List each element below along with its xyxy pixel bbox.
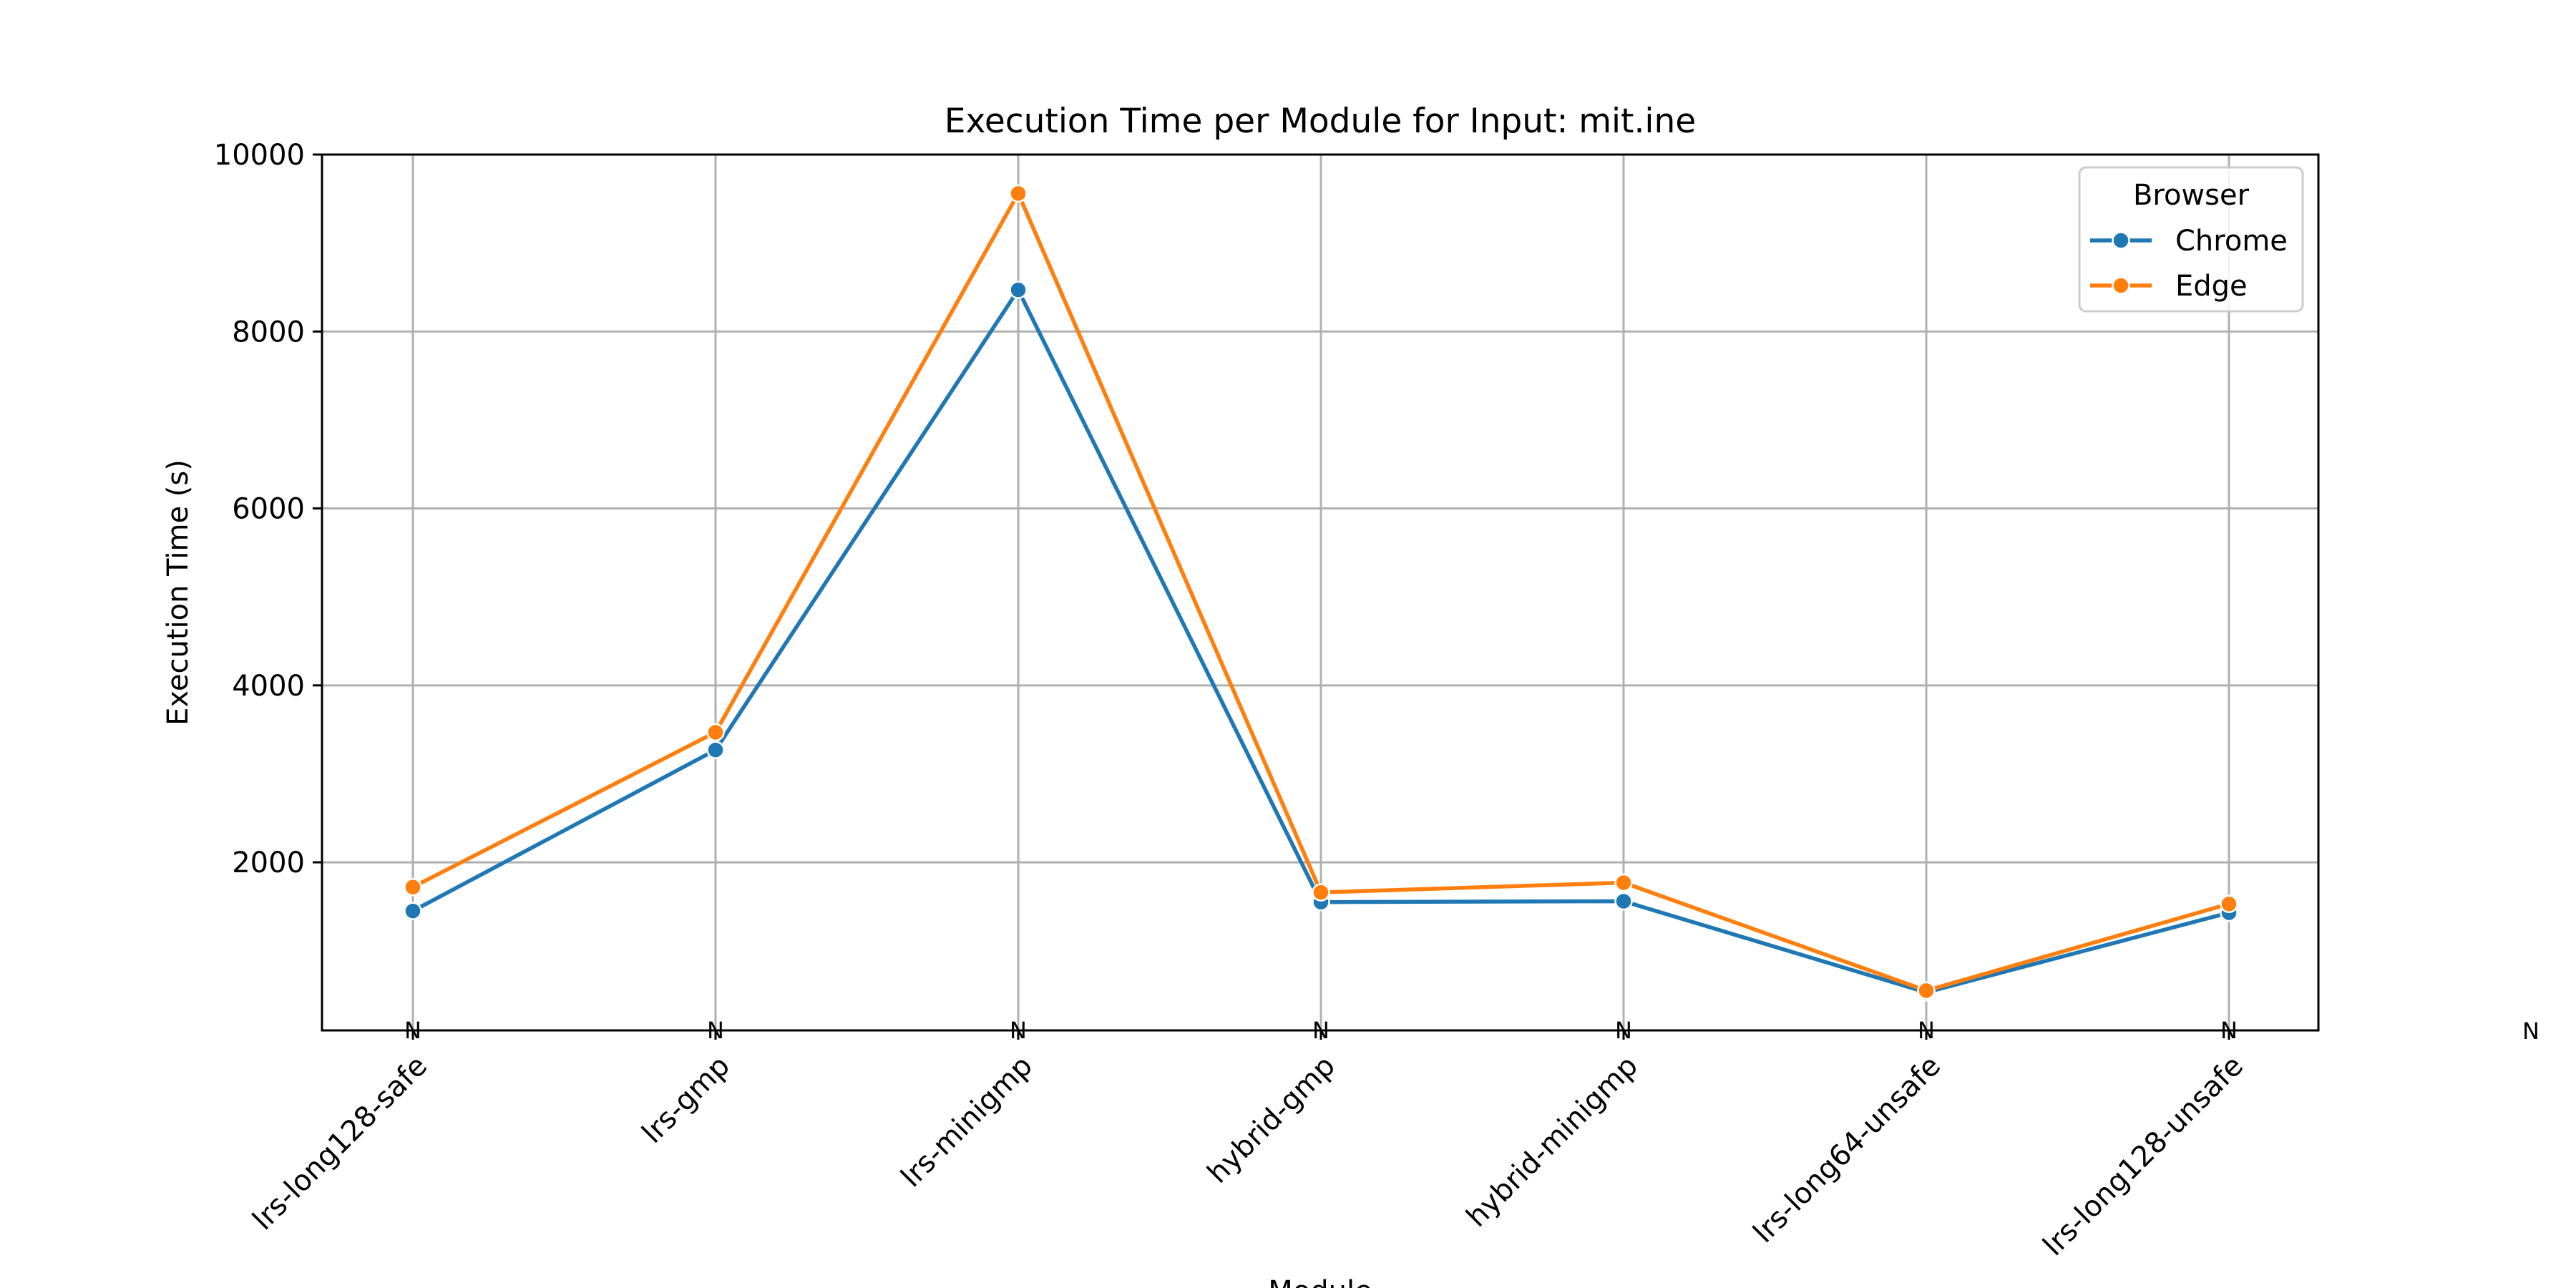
data-point — [1917, 981, 1936, 1000]
y-axis-label: Execution Time (s) — [162, 459, 195, 726]
x-tick-label: hybrid-minigmp — [1460, 1050, 1644, 1234]
x-tick-label: lrs-minigmp — [894, 1050, 1039, 1194]
chart-title: Execution Time per Module for Input: mit… — [945, 102, 1696, 141]
y-tick-label: 6000 — [232, 493, 305, 526]
data-point — [1614, 873, 1633, 892]
x-tick-label: lrs-long64-unsafe — [1747, 1050, 1947, 1249]
data-point — [404, 902, 422, 920]
y-tick-label: 10000 — [214, 139, 305, 172]
legend: Browser Chrome Edge — [2078, 166, 2304, 313]
legend-label: Edge — [2175, 270, 2248, 303]
x-tick-label: hybrid-gmp — [1201, 1050, 1342, 1190]
y-tick-label: 8000 — [232, 316, 305, 348]
data-point — [1614, 892, 1633, 911]
data-point — [1009, 184, 1028, 203]
data-point — [2220, 894, 2238, 913]
data-point — [1009, 280, 1028, 299]
legend-items: Chrome Edge — [2090, 225, 2288, 303]
x-tick-label: lrs-long128-unsafe — [2037, 1050, 2250, 1262]
data-point — [404, 877, 422, 897]
x-axis: lrs-long128-safe lrs-gmp lrs-minigmp hybrid… — [246, 1030, 2250, 1262]
x-tick-label: lrs-gmp — [636, 1050, 736, 1150]
y-tick-label: 4000 — [232, 670, 305, 703]
data-point — [706, 723, 725, 742]
legend-box — [2078, 166, 2304, 313]
plot-area: NNNNNNN — [321, 153, 2320, 1044]
legend-label: Chrome — [2175, 225, 2288, 258]
data-point — [706, 741, 725, 759]
y-tick-label: 2000 — [232, 847, 305, 879]
x-axis-label: Module — [1268, 1275, 1372, 1288]
y-axis: 2000 4000 6000 8000 10000 — [214, 139, 322, 879]
x-tick-label: lrs-long128-safe — [246, 1050, 434, 1237]
legend-marker — [2112, 231, 2130, 250]
legend-marker — [2112, 276, 2130, 295]
legend-title: Browser — [2133, 179, 2250, 212]
stray-annotation: N — [2522, 1018, 2540, 1045]
series-layer — [404, 184, 2238, 1002]
data-point — [1312, 883, 1330, 902]
